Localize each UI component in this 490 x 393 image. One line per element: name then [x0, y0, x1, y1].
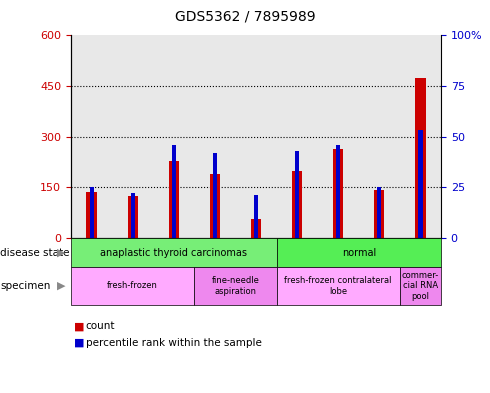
- Text: fine-needle
aspiration: fine-needle aspiration: [212, 276, 259, 296]
- Bar: [86, 192, 97, 238]
- Bar: [251, 219, 261, 238]
- Text: normal: normal: [342, 248, 376, 257]
- Text: percentile rank within the sample: percentile rank within the sample: [86, 338, 262, 348]
- Text: ■: ■: [74, 338, 84, 348]
- Text: anaplastic thyroid carcinomas: anaplastic thyroid carcinomas: [100, 248, 247, 257]
- Bar: [292, 171, 302, 238]
- Text: commer-
cial RNA
pool: commer- cial RNA pool: [402, 271, 439, 301]
- Bar: [172, 145, 176, 238]
- Text: ▶: ▶: [57, 281, 66, 291]
- Bar: [336, 145, 340, 238]
- Bar: [377, 187, 381, 238]
- Text: fresh-frozen contralateral
lobe: fresh-frozen contralateral lobe: [285, 276, 392, 296]
- Text: ■: ■: [74, 321, 84, 331]
- Text: ▶: ▶: [57, 248, 66, 257]
- Bar: [254, 195, 258, 238]
- Text: specimen: specimen: [0, 281, 50, 291]
- Bar: [127, 196, 138, 238]
- Bar: [416, 78, 426, 238]
- Bar: [131, 193, 135, 238]
- Bar: [169, 161, 179, 238]
- Bar: [295, 151, 299, 238]
- Bar: [418, 130, 422, 238]
- Text: count: count: [86, 321, 115, 331]
- Text: disease state: disease state: [0, 248, 70, 257]
- Text: fresh-frozen: fresh-frozen: [107, 281, 158, 290]
- Bar: [213, 153, 217, 238]
- Bar: [333, 149, 343, 238]
- Bar: [210, 174, 220, 238]
- Bar: [374, 189, 385, 238]
- Text: GDS5362 / 7895989: GDS5362 / 7895989: [175, 10, 315, 24]
- Bar: [90, 187, 94, 238]
